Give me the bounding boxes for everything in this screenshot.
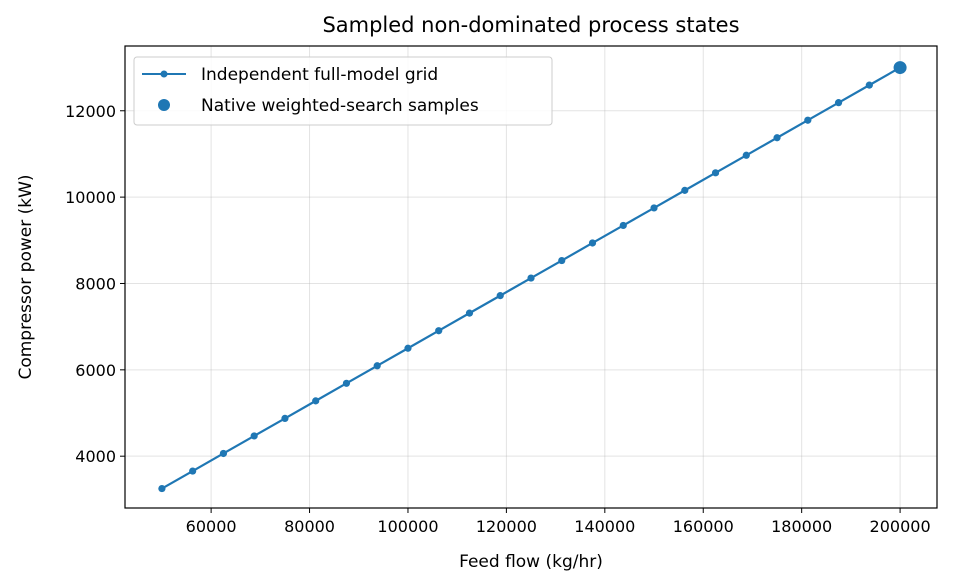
x-tick-label: 80000 <box>284 517 335 536</box>
y-tick-label: 8000 <box>75 274 116 293</box>
y-axis-label: Compressor power (kW) <box>16 174 36 379</box>
data-point-grid <box>619 221 627 230</box>
data-point-grid <box>219 449 228 458</box>
data-point-grid <box>373 362 381 370</box>
series-layer <box>158 61 907 493</box>
chart-title: Sampled non-dominated process states <box>322 13 739 37</box>
data-point-grid <box>558 256 566 265</box>
data-point-grid <box>312 397 320 405</box>
x-tick-label: 140000 <box>574 517 635 536</box>
data-point-grid <box>681 186 689 194</box>
data-point-grid <box>588 239 597 247</box>
y-tick-label: 12000 <box>65 102 116 121</box>
x-tick-label: 100000 <box>377 517 438 536</box>
data-point-grid <box>250 432 258 440</box>
legend-label-samples: Native weighted-search samples <box>201 96 479 116</box>
legend-line-dot <box>160 70 168 78</box>
data-point-grid <box>711 169 720 177</box>
x-tick-label: 180000 <box>771 517 832 536</box>
data-point-grid <box>650 204 658 212</box>
legend: Independent full-model grid Native weigh… <box>133 56 553 126</box>
data-point-grid <box>404 344 412 352</box>
x-tick-label: 60000 <box>186 517 237 536</box>
data-point-grid <box>158 484 166 493</box>
y-tick-label: 4000 <box>75 447 116 466</box>
data-point-grid <box>189 467 197 475</box>
data-point-grid <box>435 327 443 335</box>
data-point-sample <box>893 61 907 75</box>
y-tick-label: 6000 <box>75 361 116 380</box>
data-point-grid <box>465 309 474 317</box>
x-tick-label: 160000 <box>673 517 734 536</box>
legend-box <box>133 56 553 126</box>
legend-scatter-marker <box>158 99 170 111</box>
y-tick-label: 10000 <box>65 188 116 207</box>
plot-area-frame <box>124 45 938 509</box>
data-point-grid <box>804 116 812 124</box>
data-point-grid <box>834 99 843 107</box>
data-point-grid <box>742 151 750 159</box>
data-point-grid <box>773 134 781 142</box>
axis-ticks: 60000 80000 100000 120000 140000 160000 180000… <box>65 102 931 536</box>
data-point-grid <box>865 81 873 89</box>
x-tick-label: 200000 <box>870 517 931 536</box>
data-point-grid <box>496 292 504 300</box>
data-point-grid <box>281 414 289 423</box>
data-point-grid <box>342 379 351 387</box>
legend-label-grid: Independent full-model grid <box>201 65 438 85</box>
x-tick-label: 120000 <box>476 517 537 536</box>
data-point-grid <box>527 274 535 282</box>
x-axis-label: Feed flow (kg/hr) <box>459 552 603 572</box>
